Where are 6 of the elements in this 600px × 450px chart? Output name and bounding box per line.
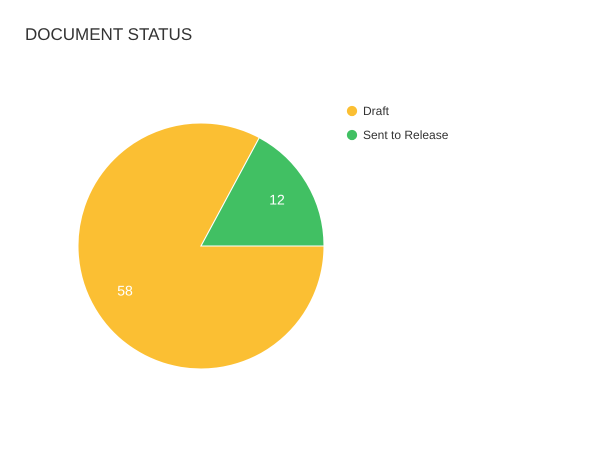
legend-label: Draft — [363, 104, 390, 118]
data-label: 58 — [117, 282, 133, 298]
chart-title: DOCUMENT STATUS — [25, 25, 192, 44]
legend-label: Sent to Release — [363, 128, 449, 142]
pie-slice — [78, 122, 324, 370]
data-label: 12 — [269, 192, 286, 208]
